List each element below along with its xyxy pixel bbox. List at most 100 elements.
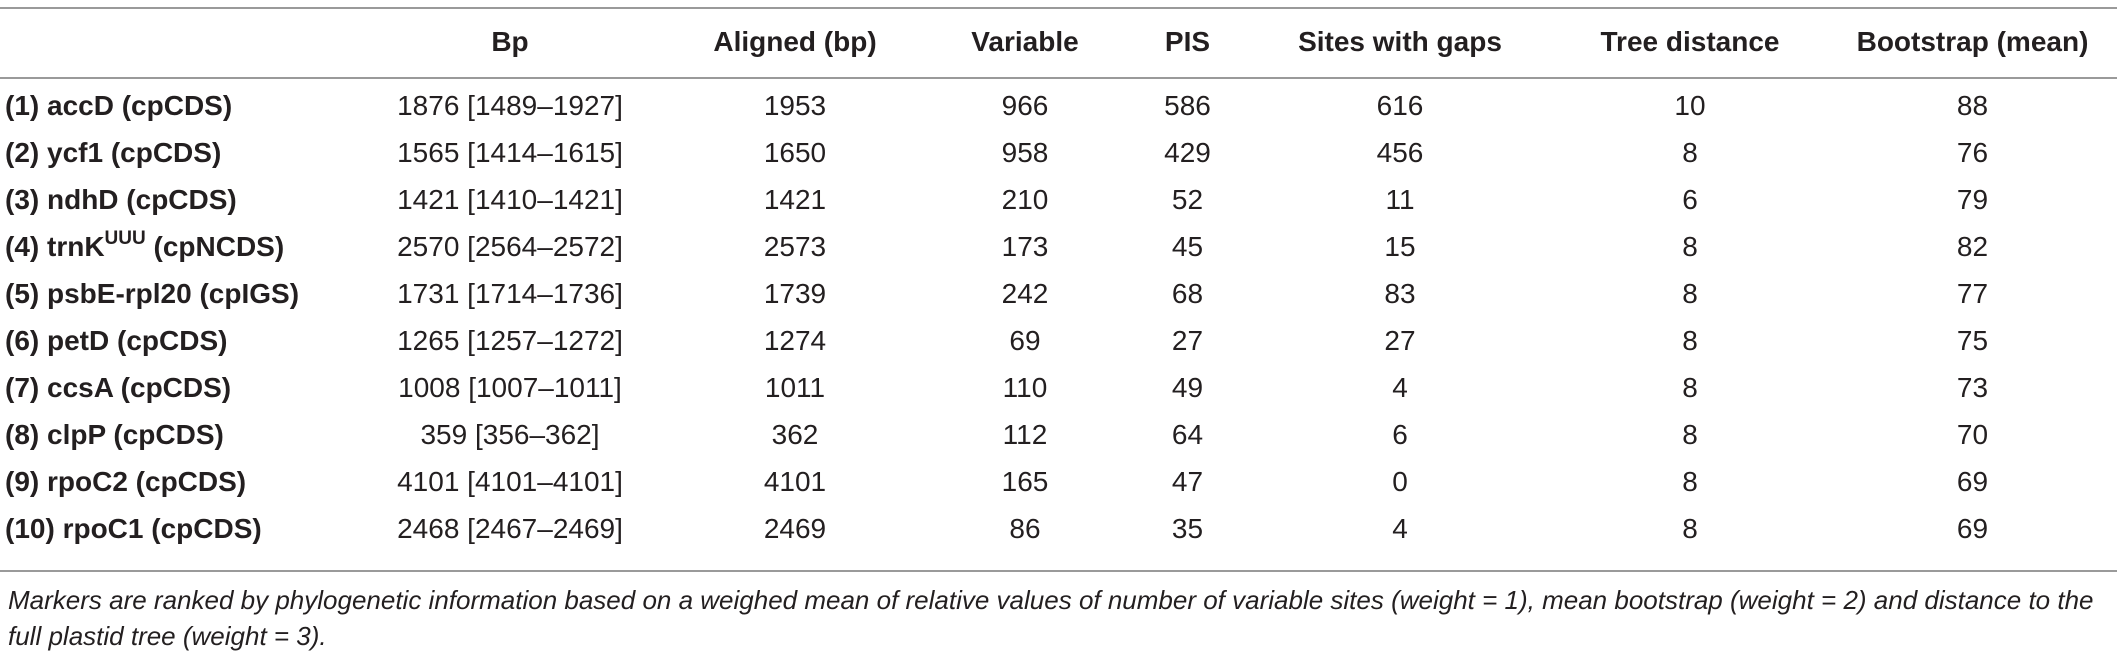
- table-row: (9) rpoC2 (cpCDS) 4101 [4101–4101] 4101 …: [0, 458, 2117, 505]
- table-header-rule: [0, 77, 2117, 79]
- tree-distance-cell: 6: [1682, 184, 1698, 215]
- tree-distance-cell: 8: [1682, 278, 1698, 309]
- aligned-cell: 362: [771, 419, 819, 450]
- gaps-cell: 83: [1384, 278, 1416, 309]
- marker-name: (1) accD (cpCDS): [5, 90, 233, 121]
- bp-cell: 1421 [1410–1421]: [397, 184, 623, 215]
- tree-distance-cell: 8: [1682, 419, 1698, 450]
- marker-name: (2) ycf1 (cpCDS): [5, 137, 222, 168]
- bootstrap-cell: 73: [1956, 372, 1989, 403]
- bootstrap-cell: 75: [1956, 325, 1989, 356]
- variable-cell: 210: [1001, 184, 1049, 215]
- header-sites-with-gaps: Sites with gaps: [1298, 26, 1502, 57]
- pis-cell: 47: [1171, 466, 1204, 497]
- tree-distance-cell: 8: [1682, 513, 1698, 544]
- bootstrap-cell: 69: [1956, 513, 1989, 544]
- aligned-cell: 1421: [763, 184, 827, 215]
- aligned-cell: 1274: [763, 325, 827, 356]
- bp-cell: 1876 [1489–1927]: [397, 90, 623, 121]
- bootstrap-cell: 77: [1956, 278, 1989, 309]
- aligned-cell: 1650: [763, 137, 827, 168]
- bootstrap-cell: 69: [1956, 466, 1989, 497]
- marker-name: (7) ccsA (cpCDS): [5, 372, 232, 403]
- marker-name: (6) petD (cpCDS): [5, 325, 228, 356]
- header-bp: Bp: [491, 26, 529, 57]
- gaps-cell: 616: [1376, 90, 1424, 121]
- marker-name: (10) rpoC1 (cpCDS): [5, 513, 262, 544]
- bootstrap-cell: 88: [1956, 90, 1989, 121]
- header-bootstrap-mean: Bootstrap (mean): [1856, 26, 2089, 57]
- gaps-cell: 4: [1392, 372, 1408, 403]
- variable-cell: 112: [1002, 419, 1048, 450]
- tree-distance-cell: 8: [1682, 325, 1698, 356]
- pis-cell: 586: [1164, 90, 1211, 121]
- table-row: (1) accD (cpCDS) 1876 [1489–1927] 1953 9…: [0, 82, 2117, 129]
- bp-cell: 1731 [1714–1736]: [397, 278, 623, 309]
- variable-cell: 958: [1001, 137, 1049, 168]
- variable-cell: 86: [1009, 513, 1041, 544]
- table-row: (8) clpP (cpCDS) 359 [356–362] 362 112 6…: [0, 411, 2117, 458]
- marker-name: (4) trnKUUU (cpNCDS): [5, 223, 365, 270]
- tree-distance-cell: 8: [1682, 466, 1698, 497]
- marker-name-superscript: UUU: [104, 227, 146, 249]
- bp-cell: 1008 [1007–1011]: [398, 372, 622, 403]
- bootstrap-cell: 82: [1956, 231, 1989, 262]
- gaps-cell: 6: [1392, 419, 1408, 450]
- table-footnote: Markers are ranked by phylogenetic infor…: [8, 585, 2094, 651]
- gaps-cell: 11: [1385, 184, 1415, 215]
- bp-cell: 4101 [4101–4101]: [397, 466, 623, 497]
- header-tree-distance: Tree distance: [1600, 26, 1780, 57]
- bp-cell: 1265 [1257–1272]: [397, 325, 623, 356]
- header-variable: Variable: [971, 26, 1079, 57]
- table-row: (5) psbE-rpl20 (cpIGS) 1731 [1714–1736] …: [0, 270, 2117, 317]
- variable-cell: 165: [1001, 466, 1049, 497]
- aligned-cell: 1739: [763, 278, 827, 309]
- table-top-rule: [0, 7, 2117, 9]
- marker-name-suffix: (cpNCDS): [145, 231, 285, 262]
- aligned-cell: 2573: [763, 231, 827, 262]
- table-row: (10) rpoC1 (cpCDS) 2468 [2467–2469] 2469…: [0, 505, 2117, 552]
- table-row: (6) petD (cpCDS) 1265 [1257–1272] 1274 6…: [0, 317, 2117, 364]
- variable-cell: 69: [1009, 325, 1041, 356]
- tree-distance-cell: 8: [1682, 231, 1698, 262]
- table-bottom-rule: [0, 570, 2117, 572]
- variable-cell: 966: [1001, 90, 1049, 121]
- bp-cell: 2570 [2564–2572]: [397, 231, 623, 262]
- aligned-cell: 1011: [764, 372, 826, 403]
- tree-distance-cell: 10: [1674, 90, 1706, 121]
- table-row: (2) ycf1 (cpCDS) 1565 [1414–1615] 1650 9…: [0, 129, 2117, 176]
- header-pis: PIS: [1164, 26, 1211, 57]
- marker-name: (3) ndhD (cpCDS): [5, 184, 237, 215]
- gaps-cell: 27: [1384, 325, 1416, 356]
- gaps-cell: 0: [1392, 466, 1408, 497]
- bp-cell: 359 [356–362]: [420, 419, 600, 450]
- bootstrap-cell: 70: [1956, 419, 1989, 450]
- table-row: (4) trnKUUU (cpNCDS) 2570 [2564–2572] 25…: [0, 223, 2117, 270]
- bootstrap-cell: 79: [1956, 184, 1989, 215]
- pis-cell: 45: [1171, 231, 1204, 262]
- bootstrap-cell: 76: [1956, 137, 1989, 168]
- variable-cell: 242: [1001, 278, 1049, 309]
- aligned-cell: 2469: [763, 513, 827, 544]
- header-aligned: Aligned (bp): [713, 26, 877, 57]
- table-row: (7) ccsA (cpCDS) 1008 [1007–1011] 1011 1…: [0, 364, 2117, 411]
- tree-distance-cell: 8: [1682, 137, 1698, 168]
- gaps-cell: 4: [1392, 513, 1408, 544]
- pis-cell: 429: [1164, 137, 1211, 168]
- table-row: (3) ndhD (cpCDS) 1421 [1410–1421] 1421 2…: [0, 176, 2117, 223]
- aligned-cell: 4101: [763, 466, 827, 497]
- pis-cell: 27: [1171, 325, 1204, 356]
- pis-cell: 49: [1171, 372, 1204, 403]
- bp-cell: 2468 [2467–2469]: [397, 513, 623, 544]
- aligned-cell: 1953: [763, 90, 827, 121]
- marker-name: (9) rpoC2 (cpCDS): [5, 466, 247, 497]
- gaps-cell: 456: [1376, 137, 1424, 168]
- pis-cell: 35: [1171, 513, 1204, 544]
- gaps-cell: 15: [1384, 231, 1416, 262]
- variable-cell: 110: [1002, 372, 1048, 403]
- tree-distance-cell: 8: [1682, 372, 1698, 403]
- pis-cell: 68: [1171, 278, 1204, 309]
- marker-name-prefix: (4) trnK: [5, 231, 105, 262]
- bp-cell: 1565 [1414–1615]: [397, 137, 623, 168]
